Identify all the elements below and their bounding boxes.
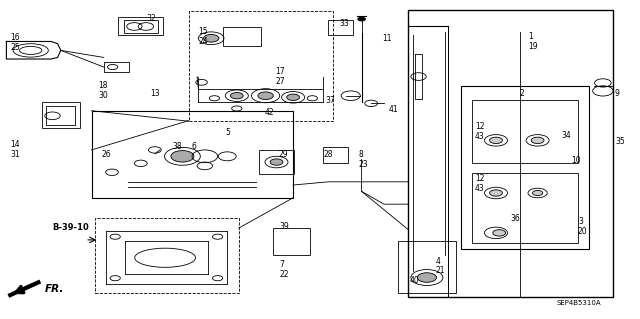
Text: 8
23: 8 23 bbox=[358, 150, 368, 169]
Circle shape bbox=[490, 190, 502, 196]
Bar bbox=[461, 86, 589, 249]
Text: 34: 34 bbox=[561, 131, 571, 140]
Circle shape bbox=[258, 92, 273, 100]
Circle shape bbox=[270, 159, 283, 165]
Text: 3
20: 3 20 bbox=[578, 217, 588, 236]
Text: 37: 37 bbox=[325, 96, 335, 105]
Circle shape bbox=[358, 17, 365, 21]
Bar bbox=[118, 17, 163, 35]
Text: 5: 5 bbox=[225, 128, 230, 137]
Text: 15
24: 15 24 bbox=[198, 27, 208, 46]
Text: 29: 29 bbox=[278, 150, 288, 159]
Text: 35: 35 bbox=[616, 137, 625, 146]
Bar bbox=[46, 106, 75, 125]
Text: 36: 36 bbox=[511, 214, 520, 223]
Text: 11: 11 bbox=[382, 34, 392, 43]
Text: 17
27: 17 27 bbox=[275, 67, 285, 86]
Text: 39: 39 bbox=[279, 222, 289, 231]
Text: 10: 10 bbox=[571, 156, 580, 165]
Bar bbox=[398, 241, 456, 293]
Text: 33: 33 bbox=[339, 19, 349, 28]
Text: 4
21: 4 21 bbox=[435, 257, 445, 276]
Circle shape bbox=[531, 137, 544, 144]
Bar bbox=[259, 150, 294, 174]
Circle shape bbox=[532, 190, 543, 196]
Circle shape bbox=[417, 273, 436, 282]
Bar bbox=[328, 20, 353, 35]
Text: 18
30: 18 30 bbox=[98, 81, 108, 100]
Text: 28: 28 bbox=[323, 150, 333, 159]
Text: 7
22: 7 22 bbox=[279, 260, 289, 279]
Text: 12
43: 12 43 bbox=[475, 174, 484, 193]
Text: 2: 2 bbox=[520, 89, 524, 98]
Text: 26: 26 bbox=[101, 150, 111, 159]
Bar bbox=[323, 147, 348, 163]
Text: 42: 42 bbox=[264, 108, 274, 117]
Text: FR.: FR. bbox=[45, 284, 64, 294]
Text: 13: 13 bbox=[150, 89, 160, 98]
Circle shape bbox=[171, 151, 194, 162]
Bar bbox=[124, 20, 158, 33]
Text: 6: 6 bbox=[192, 142, 197, 151]
Text: B-39-10: B-39-10 bbox=[52, 223, 89, 232]
Circle shape bbox=[490, 137, 502, 144]
Bar bbox=[189, 11, 333, 121]
Text: 32: 32 bbox=[146, 14, 156, 23]
Text: 38: 38 bbox=[173, 142, 182, 151]
Text: SEP4B5310A: SEP4B5310A bbox=[557, 300, 602, 307]
Bar bbox=[95, 218, 239, 293]
Bar bbox=[408, 10, 613, 297]
Text: 41: 41 bbox=[388, 105, 398, 114]
Text: 40: 40 bbox=[410, 276, 419, 285]
Text: 9: 9 bbox=[614, 89, 620, 98]
Text: 14
31: 14 31 bbox=[10, 140, 20, 159]
Bar bbox=[42, 102, 80, 128]
Circle shape bbox=[230, 93, 243, 99]
Text: 12
43: 12 43 bbox=[475, 122, 484, 141]
Circle shape bbox=[493, 230, 506, 236]
Circle shape bbox=[204, 34, 219, 42]
Bar bbox=[92, 111, 293, 198]
Bar bbox=[472, 100, 578, 163]
Bar bbox=[472, 173, 578, 243]
Circle shape bbox=[287, 94, 300, 100]
Bar bbox=[223, 27, 261, 46]
Text: 1
19: 1 19 bbox=[529, 32, 538, 51]
Bar bbox=[104, 62, 129, 72]
Bar bbox=[273, 228, 310, 255]
Text: 16
25: 16 25 bbox=[10, 33, 20, 52]
